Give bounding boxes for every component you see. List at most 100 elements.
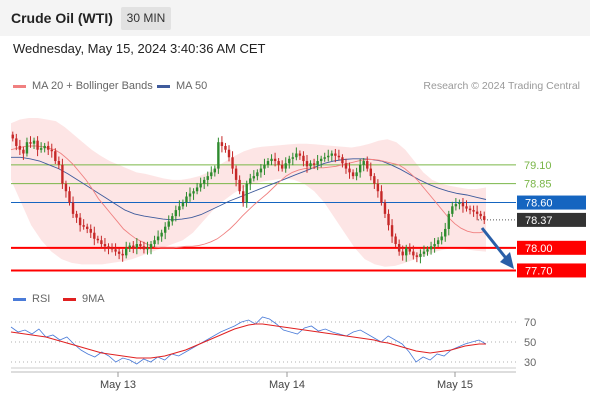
candle-body xyxy=(174,210,178,217)
candle-body xyxy=(224,145,227,150)
candle-body xyxy=(461,202,465,207)
candle-body xyxy=(376,183,380,192)
legend-rsi-label: RSI xyxy=(32,293,51,305)
candle-body xyxy=(188,193,192,197)
candle-body xyxy=(334,153,337,156)
legend-9ma-label: 9MA xyxy=(82,293,105,305)
candle-body xyxy=(277,161,280,165)
candle-body xyxy=(355,172,358,177)
candle-body xyxy=(50,149,53,152)
candle-body xyxy=(202,179,206,184)
candle-body xyxy=(241,191,245,203)
candle-body xyxy=(156,236,160,241)
candle-body xyxy=(185,196,188,203)
legend-ma50: MA 50 xyxy=(157,80,207,92)
candle-body xyxy=(114,249,117,252)
candle-body xyxy=(43,145,46,149)
forecast-arrow-shaft xyxy=(480,227,511,263)
candle-body xyxy=(419,253,422,257)
datetime-text: Wednesday, May 15, 2024 3:40:36 AM CET xyxy=(13,41,266,56)
candle-body xyxy=(351,172,355,177)
candle-body xyxy=(483,216,486,220)
candle-body xyxy=(121,253,124,256)
candle-body xyxy=(206,176,209,180)
candle-body xyxy=(305,161,309,167)
candle-body xyxy=(103,244,107,247)
candle-body xyxy=(475,211,479,214)
level-label-78.00: 78.00 xyxy=(525,243,553,255)
candle-body xyxy=(245,183,248,203)
level-tag-78.00 xyxy=(517,240,586,255)
candle-body xyxy=(22,149,25,154)
page-title: Crude Oil (WTI) xyxy=(11,10,113,26)
level-label-79.10: 79.10 xyxy=(524,160,552,172)
header-bar xyxy=(0,0,590,36)
candle-body xyxy=(295,153,298,158)
candle-body xyxy=(369,168,372,177)
level-tag-77.70 xyxy=(517,263,586,278)
credit-text: Research © 2024 Trading Central xyxy=(423,80,580,92)
ma20-swatch-icon xyxy=(13,84,26,88)
candle-body xyxy=(238,179,241,192)
candle-body xyxy=(110,247,114,250)
candle-body xyxy=(397,244,401,252)
forecast-arrow-icon xyxy=(500,252,514,269)
candle-body xyxy=(142,246,146,250)
level-tag-78.37 xyxy=(517,212,586,227)
legend-ma20-bb: MA 20 + Bollinger Bands xyxy=(13,80,153,92)
candle-body xyxy=(312,163,316,165)
candle-body xyxy=(15,138,18,146)
candle-body xyxy=(231,157,234,169)
candle-body xyxy=(220,142,224,146)
candle-body xyxy=(319,158,323,162)
candle-body xyxy=(390,225,394,237)
candle-body xyxy=(227,149,231,158)
rsi-ma9-line xyxy=(10,323,486,359)
candle-body xyxy=(249,178,252,184)
candle-body xyxy=(57,161,61,165)
candle-body xyxy=(25,142,29,154)
candle-body xyxy=(366,161,369,169)
candle-body xyxy=(412,251,415,256)
candle-body xyxy=(362,161,365,165)
level-tag-78.60 xyxy=(517,195,586,210)
candle-body xyxy=(330,153,334,156)
candle-body xyxy=(344,163,348,169)
candle-body xyxy=(139,244,142,247)
candle-body xyxy=(458,202,461,205)
rsi-line xyxy=(10,316,487,365)
timeframe-button[interactable]: 30 MIN xyxy=(121,7,171,30)
candle-body xyxy=(433,244,436,247)
candle-body xyxy=(309,163,312,167)
candle-body xyxy=(266,161,270,165)
candle-body xyxy=(210,172,213,177)
candle-body xyxy=(444,228,447,237)
candle-body xyxy=(337,155,341,158)
candle-body xyxy=(341,157,344,164)
candle-body xyxy=(465,206,468,209)
candle-body xyxy=(93,232,96,239)
ma20-line xyxy=(10,145,487,249)
candle-body xyxy=(54,151,57,162)
candle-body xyxy=(263,164,266,169)
candle-body xyxy=(291,157,295,159)
candle-body xyxy=(86,226,89,229)
ma9-swatch-icon xyxy=(63,297,76,301)
candle-body xyxy=(348,168,351,173)
candle-body xyxy=(387,213,390,226)
candle-body xyxy=(128,245,131,248)
candle-body xyxy=(454,204,458,207)
candle-body xyxy=(61,164,64,184)
candle-body xyxy=(405,247,408,256)
candle-body xyxy=(234,168,238,180)
candle-body xyxy=(125,247,128,256)
level-label-78.60: 78.60 xyxy=(525,198,553,210)
candle-body xyxy=(468,208,472,211)
candle-body xyxy=(163,226,167,233)
candle-body xyxy=(280,164,284,169)
candle-body xyxy=(323,157,326,159)
bollinger-band xyxy=(11,118,486,267)
candle-body xyxy=(117,251,121,254)
rsi-tick-30: 30 xyxy=(524,357,536,369)
